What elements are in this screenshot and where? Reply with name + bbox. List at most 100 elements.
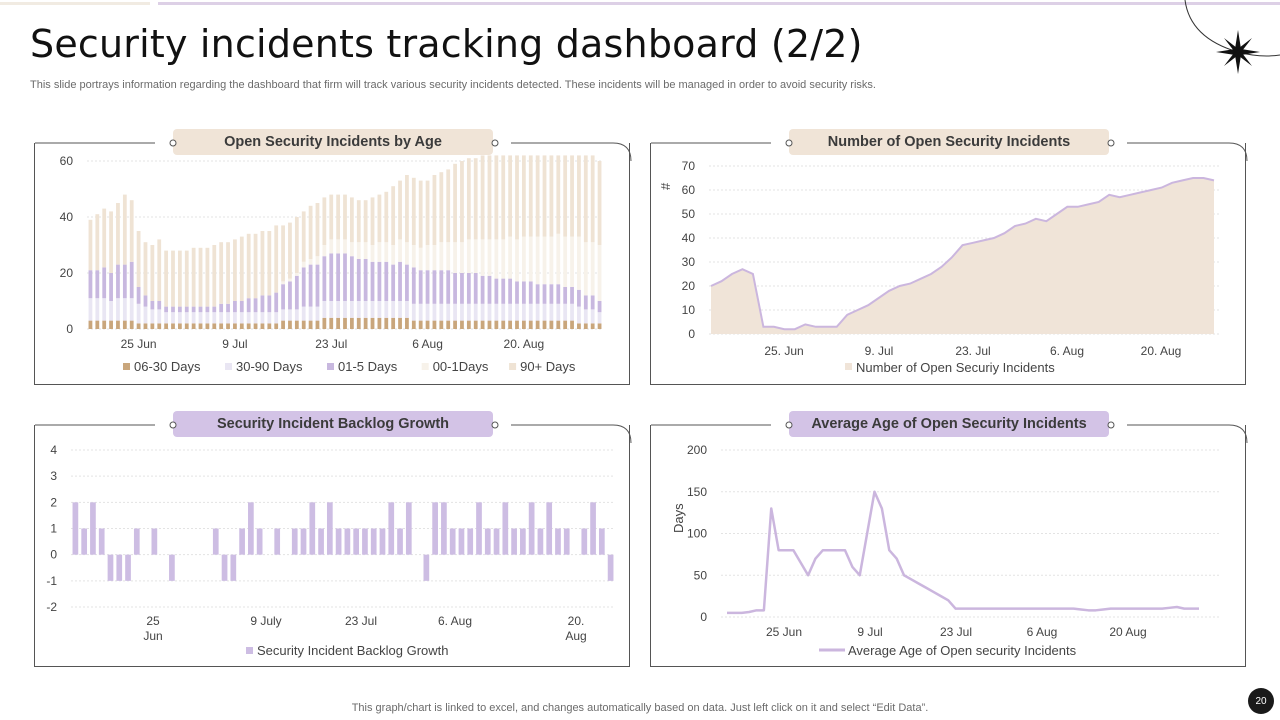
- bar-segment: [274, 312, 279, 324]
- bar-segment: [226, 312, 230, 324]
- avgage-ytick-label: 50: [694, 568, 708, 582]
- bar-segment: [349, 242, 354, 257]
- bar-segment: [116, 264, 120, 299]
- bar: [362, 528, 368, 555]
- bar-segment: [198, 312, 203, 324]
- bar-segment: [521, 236, 526, 282]
- bar-segment: [246, 323, 251, 329]
- bar-segment: [508, 278, 513, 304]
- bar-segment: [288, 320, 292, 329]
- bar-segment: [480, 303, 485, 321]
- bar-segment: [563, 155, 568, 237]
- bar-segment: [239, 312, 244, 324]
- bar-segment: [164, 312, 169, 324]
- bar-segment: [411, 267, 416, 304]
- bar-segment: [446, 320, 451, 329]
- panel-title-backlog-growth: Security Incident Backlog Growth: [173, 411, 493, 437]
- bar-segment: [308, 205, 313, 259]
- bar-segment: [288, 281, 292, 310]
- bar-segment: [549, 236, 554, 285]
- bar: [370, 528, 377, 555]
- bar: [607, 554, 614, 581]
- bar-segment: [418, 247, 423, 271]
- count-ytick-label: 60: [682, 183, 696, 197]
- age-xtick-label: 23 Jul: [315, 337, 347, 351]
- bar-segment: [391, 264, 396, 301]
- bar-segment: [384, 261, 389, 301]
- bar-segment: [384, 301, 389, 318]
- bar: [239, 528, 245, 555]
- area-series: [711, 178, 1214, 334]
- backlog-xtick-label: 9 July: [250, 614, 281, 628]
- bar: [81, 528, 88, 555]
- bar-segment: [391, 317, 396, 329]
- bar: [546, 502, 553, 555]
- bar-segment: [384, 191, 389, 243]
- bar-segment: [157, 309, 162, 324]
- bar-segment: [528, 320, 533, 329]
- bar: [432, 502, 438, 555]
- bar-segment: [143, 323, 148, 329]
- count-xtick-label: 25. Jun: [764, 344, 803, 358]
- bar-segment: [398, 180, 402, 240]
- bar: [212, 528, 219, 555]
- bar-segment: [343, 194, 347, 240]
- top-accent-left: [0, 2, 150, 5]
- bar-segment: [233, 301, 237, 313]
- bar-segment: [577, 289, 581, 307]
- bar-segment: [212, 245, 217, 307]
- bar-segment: [418, 270, 423, 304]
- bar-segment: [494, 278, 499, 304]
- bar-segment: [109, 320, 113, 329]
- bar-segment: [439, 320, 444, 329]
- bar-segment: [515, 281, 519, 304]
- bar-segment: [398, 301, 402, 318]
- bar-segment: [191, 312, 196, 324]
- bar-segment: [377, 261, 382, 301]
- count-xtick-label: 9. Jul: [865, 344, 894, 358]
- bar: [151, 528, 158, 555]
- bar-segment: [398, 239, 402, 262]
- bar-segment: [583, 295, 588, 310]
- chart-average-age: 0 50 100 150 200 Days 25 Jun 9 Jul 23 Jul 6 Aug 20…: [651, 421, 1248, 658]
- bar-segment: [308, 259, 313, 265]
- bar-segment: [274, 323, 279, 329]
- avgage-ytick-label: 100: [687, 527, 707, 541]
- bar-segment: [88, 320, 93, 329]
- bar: [256, 528, 263, 555]
- bar: [502, 502, 509, 555]
- badge-connector-right: [491, 139, 499, 147]
- avgage-ytick-label: 150: [687, 485, 707, 499]
- bar-segment: [315, 256, 320, 265]
- bar-segment: [116, 203, 120, 265]
- bar-segment: [384, 242, 389, 262]
- bar-segment: [329, 194, 334, 240]
- bar-segment: [219, 242, 224, 304]
- count-ytick-label: 70: [682, 159, 696, 173]
- footer-note: This graph/chart is linked to excel, and…: [351, 702, 929, 714]
- bar-segment: [425, 303, 430, 321]
- bar-segment: [453, 163, 457, 243]
- bar-segment: [432, 245, 437, 271]
- bar-segment: [487, 239, 492, 276]
- avgage-xtick-label: 6 Aug: [1027, 625, 1058, 639]
- bar-segment: [446, 169, 451, 243]
- bar-segment: [329, 253, 334, 301]
- bar-segment: [363, 200, 368, 243]
- bar-segment: [583, 309, 588, 324]
- bar-segment: [164, 323, 169, 329]
- bar-segment: [246, 298, 251, 313]
- bar-segment: [88, 219, 93, 271]
- legend-label: 01-5 Days: [338, 359, 398, 374]
- bar-segment: [590, 323, 595, 329]
- bar-segment: [398, 261, 402, 301]
- bar-segment: [198, 306, 203, 313]
- page-subtitle: This slide portrays information regardin…: [30, 79, 876, 91]
- age-xtick-label: 25 Jun: [121, 337, 157, 351]
- bar-segment: [384, 317, 389, 329]
- bar: [405, 502, 412, 555]
- bar-segment: [349, 301, 354, 318]
- bar-segment: [549, 320, 554, 329]
- bar-segment: [515, 155, 519, 240]
- bar-segment: [212, 312, 217, 324]
